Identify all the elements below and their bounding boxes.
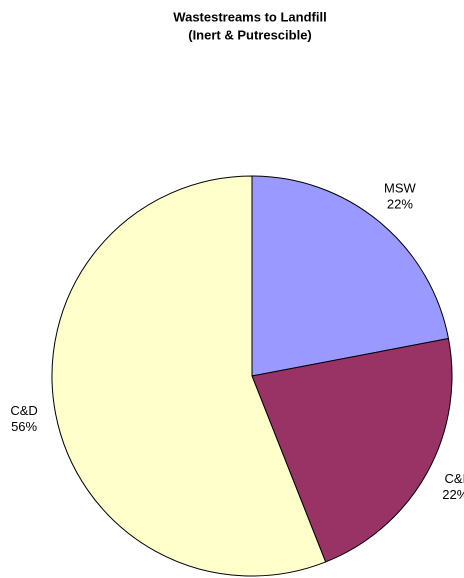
pie-slice (251, 175, 450, 377)
pie-slice (251, 337, 453, 563)
slice-label: C&D (10, 403, 37, 418)
chart-subtitle: (Inert & Putrescible) (188, 27, 312, 42)
slice-value-label: 22% (387, 197, 413, 212)
slice-label: C&I (444, 471, 464, 486)
pie-slice (51, 175, 327, 577)
slice-value-label: 56% (11, 419, 37, 434)
slice-value-label: 22% (442, 487, 464, 502)
chart-title: Wastestreams to Landfill (173, 9, 326, 24)
slice-label: MSW (384, 181, 417, 196)
